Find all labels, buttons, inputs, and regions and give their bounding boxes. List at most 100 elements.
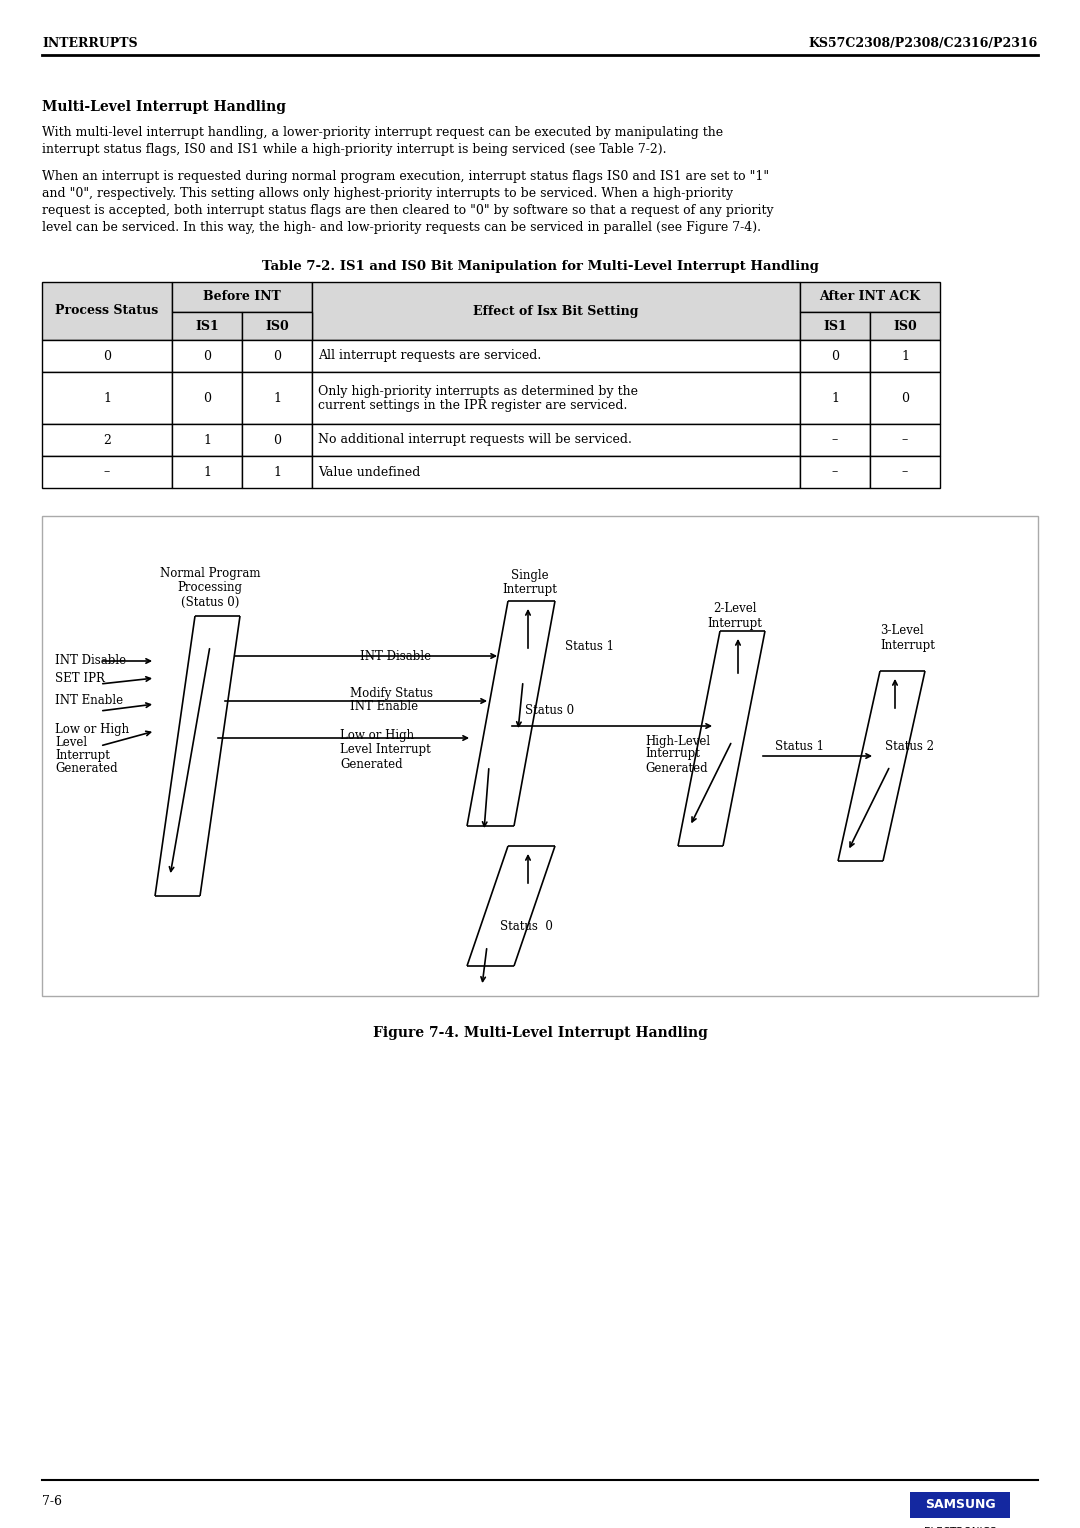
Text: –: – (902, 434, 908, 446)
Bar (870, 423, 940, 455)
Text: 2: 2 (103, 434, 111, 446)
Text: Normal Program: Normal Program (160, 567, 260, 581)
Bar (242, 371, 312, 423)
Bar (242, 423, 312, 455)
Text: 0: 0 (901, 391, 909, 405)
Text: No additional interrupt requests will be serviced.: No additional interrupt requests will be… (318, 434, 632, 446)
Text: Level: Level (55, 735, 87, 749)
Bar (172, 312, 242, 341)
Bar (172, 423, 242, 455)
Text: IS1: IS1 (195, 319, 219, 333)
Bar (42, 516, 1038, 996)
Text: Status 1: Status 1 (775, 740, 824, 752)
Bar (910, 1491, 1010, 1517)
Text: INT Disable: INT Disable (360, 649, 431, 663)
Bar (800, 283, 940, 312)
Text: IS0: IS0 (893, 319, 917, 333)
Bar (172, 455, 242, 487)
Text: Before INT: Before INT (203, 290, 281, 304)
Bar (172, 283, 312, 312)
Text: current settings in the IPR register are serviced.: current settings in the IPR register are… (318, 399, 627, 411)
Bar (800, 371, 870, 423)
Bar (42, 341, 172, 371)
Text: request is accepted, both interrupt status flags are then cleared to "0" by soft: request is accepted, both interrupt stat… (42, 205, 773, 217)
Text: Single: Single (511, 570, 549, 582)
Text: 1: 1 (203, 466, 211, 478)
Text: 0: 0 (831, 350, 839, 362)
Text: Status 0: Status 0 (525, 704, 575, 718)
Text: When an interrupt is requested during normal program execution, interrupt status: When an interrupt is requested during no… (42, 170, 769, 183)
Text: interrupt status flags, IS0 and IS1 while a high-priority interrupt is being ser: interrupt status flags, IS0 and IS1 whil… (42, 144, 666, 156)
Text: Only high-priority interrupts as determined by the: Only high-priority interrupts as determi… (318, 385, 638, 397)
Text: Multi-Level Interrupt Handling: Multi-Level Interrupt Handling (42, 99, 286, 115)
Bar (870, 371, 940, 423)
Bar (42, 423, 172, 455)
Text: Interrupt: Interrupt (502, 582, 557, 596)
Bar (870, 312, 940, 341)
Text: Status 2: Status 2 (885, 740, 934, 752)
Text: Generated: Generated (340, 758, 403, 770)
Bar (42, 371, 172, 423)
Bar (172, 341, 242, 371)
Text: 0: 0 (103, 350, 111, 362)
Bar (172, 371, 242, 423)
Text: With multi-level interrupt handling, a lower-priority interrupt request can be e: With multi-level interrupt handling, a l… (42, 125, 724, 139)
Text: –: – (832, 466, 838, 478)
Bar (242, 455, 312, 487)
Text: 1: 1 (273, 466, 281, 478)
Text: Status  0: Status 0 (500, 920, 553, 932)
Text: Interrupt: Interrupt (707, 616, 762, 630)
Text: 0: 0 (273, 350, 281, 362)
Text: Interrupt: Interrupt (880, 639, 935, 651)
Text: 0: 0 (273, 434, 281, 446)
Text: IS0: IS0 (265, 319, 288, 333)
Text: 1: 1 (203, 434, 211, 446)
Text: 3-Level: 3-Level (880, 625, 923, 637)
Text: Effect of Isx Bit Setting: Effect of Isx Bit Setting (473, 304, 638, 318)
Text: Level Interrupt: Level Interrupt (340, 744, 431, 756)
Bar (870, 341, 940, 371)
Bar (312, 423, 800, 455)
Text: Low or High: Low or High (340, 729, 414, 743)
Bar (800, 312, 870, 341)
Text: and "0", respectively. This setting allows only highest-priority interrupts to b: and "0", respectively. This setting allo… (42, 186, 733, 200)
Bar (800, 341, 870, 371)
Text: 1: 1 (901, 350, 909, 362)
Text: KS57C2308/P2308/C2316/P2316: KS57C2308/P2308/C2316/P2316 (809, 37, 1038, 50)
Text: –: – (104, 466, 110, 478)
Text: High-Level: High-Level (645, 735, 711, 747)
Bar (242, 312, 312, 341)
Text: Generated: Generated (645, 761, 707, 775)
Bar (42, 455, 172, 487)
Text: Generated: Generated (55, 761, 118, 775)
Bar (312, 455, 800, 487)
Text: 1: 1 (103, 391, 111, 405)
Bar (312, 341, 800, 371)
Text: (Status 0): (Status 0) (180, 596, 239, 608)
Text: Processing: Processing (177, 582, 243, 594)
Text: IS1: IS1 (823, 319, 847, 333)
Text: Value undefined: Value undefined (318, 466, 420, 478)
Text: SET IPR: SET IPR (55, 671, 105, 685)
Text: 1: 1 (831, 391, 839, 405)
Text: Low or High: Low or High (55, 723, 130, 735)
Text: INT Enable: INT Enable (350, 700, 418, 714)
Bar (312, 371, 800, 423)
Text: Modify Status: Modify Status (350, 686, 433, 700)
Text: 0: 0 (203, 391, 211, 405)
Text: INTERRUPTS: INTERRUPTS (42, 37, 137, 50)
Text: 7-6: 7-6 (42, 1494, 62, 1508)
Text: Status 1: Status 1 (565, 640, 615, 652)
Bar (800, 423, 870, 455)
Bar (312, 283, 800, 341)
Text: After INT ACK: After INT ACK (820, 290, 920, 304)
Text: Interrupt: Interrupt (645, 747, 700, 761)
Text: Interrupt: Interrupt (55, 749, 110, 761)
Bar (242, 341, 312, 371)
Text: Figure 7-4. Multi-Level Interrupt Handling: Figure 7-4. Multi-Level Interrupt Handli… (373, 1025, 707, 1041)
Text: 0: 0 (203, 350, 211, 362)
Text: 2-Level: 2-Level (713, 602, 757, 616)
Text: All interrupt requests are serviced.: All interrupt requests are serviced. (318, 350, 541, 362)
Text: Table 7-2. IS1 and IS0 Bit Manipulation for Multi-Level Interrupt Handling: Table 7-2. IS1 and IS0 Bit Manipulation … (261, 260, 819, 274)
Text: INT Disable: INT Disable (55, 654, 126, 668)
